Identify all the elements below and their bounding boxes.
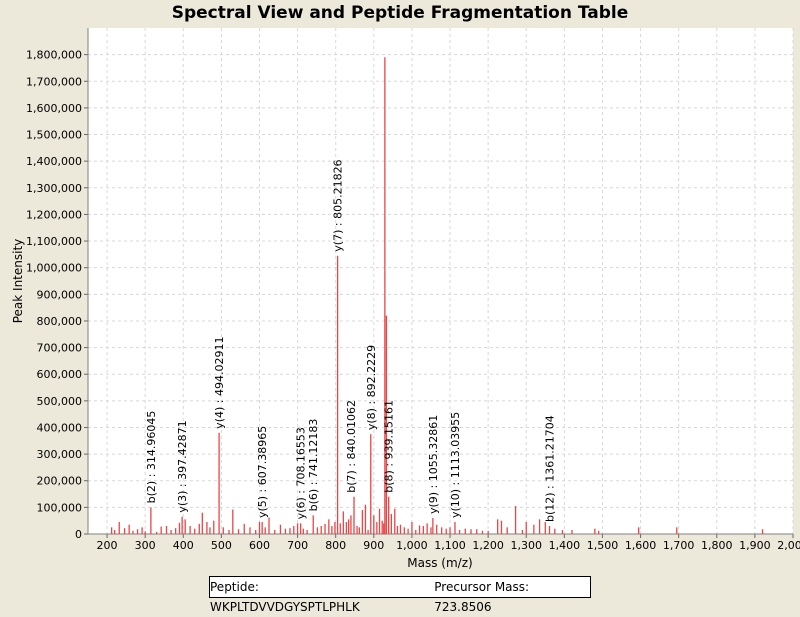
y-tick-label: 1,600,000	[26, 102, 82, 115]
x-tick-label: 600	[249, 539, 270, 552]
y-tick-label: 1,200,000	[26, 208, 82, 221]
y-tick-label: 1,500,000	[26, 129, 82, 142]
chart-title: Spectral View and Peptide Fragmentation …	[171, 3, 629, 23]
y-tick-label: 400,000	[37, 421, 83, 434]
peak-annotation-label: y(10) : 1113.03955	[449, 412, 462, 518]
precursor-mass-label: Precursor Mass: 723.8506	[434, 580, 530, 614]
x-tick-label: 900	[363, 539, 384, 552]
x-tick-label: 1,200	[472, 539, 504, 552]
y-tick-label: 1,400,000	[26, 155, 82, 168]
x-tick-label: 1,600	[625, 539, 657, 552]
peak-annotation-label: b(6) : 741.12183	[307, 419, 320, 512]
y-tick-label: 1,100,000	[26, 235, 82, 248]
y-tick-label: 1,700,000	[26, 75, 82, 88]
peak-annotation-label: y(6) : 708.16553	[295, 427, 308, 519]
peak-annotation-label: y(5) : 607.38965	[256, 426, 269, 518]
x-tick-label: 1,900	[739, 539, 771, 552]
y-tick-label: 800,000	[37, 315, 83, 328]
y-tick-label: 100,000	[37, 501, 83, 514]
x-tick-label: 1,700	[663, 539, 695, 552]
x-tick-label: 700	[287, 539, 308, 552]
peak-annotation-label: b(7) : 840.01062	[345, 400, 358, 493]
y-axis-label: Peak Intensity	[11, 239, 25, 324]
x-tick-label: 800	[325, 539, 346, 552]
peak-annotations: b(2) : 314.96045 y(3) : 397.42871 y(4) : 4…	[145, 159, 557, 522]
x-tick-label: 1,100	[434, 539, 466, 552]
peptide-label: Peptide: WKPLTDVVDGYSPTLPHLK	[210, 580, 360, 614]
peak-bars	[110, 57, 764, 534]
x-tick-label: 2,000	[777, 539, 800, 552]
plot-area[interactable]	[88, 28, 793, 534]
axes: 0 100,000 200,000 300,000 400,000 500,000 600,…	[26, 28, 800, 552]
y-tick-label: 0	[75, 528, 82, 541]
peak-annotation-label: y(9) : 1055.32861	[427, 415, 440, 514]
x-tick-label: 1,000	[396, 539, 428, 552]
y-tick-label: 1,800,000	[26, 49, 82, 62]
grid-lines	[88, 28, 794, 534]
x-tick-label: 1,400	[549, 539, 581, 552]
x-tick-label: 300	[135, 539, 156, 552]
peak-annotation-label: y(3) : 397.42871	[176, 420, 189, 512]
peak-annotation-label: y(8) : 892.2229	[365, 345, 378, 430]
peptide-info-box: Peptide: WKPLTDVVDGYSPTLPHLK Precursor M…	[209, 576, 591, 614]
y-tick-label: 900,000	[37, 288, 83, 301]
y-tick-label: 600,000	[37, 368, 83, 381]
x-tick-label: 200	[97, 539, 118, 552]
x-axis-label: Mass (m/z)	[407, 556, 472, 570]
y-tick-label: 300,000	[37, 448, 83, 461]
y-tick-label: 700,000	[37, 342, 83, 355]
peak-annotation-label: b(12) : 1361.21704	[543, 415, 556, 522]
peak-annotation-label: y(4) : 494.02911	[213, 337, 226, 429]
x-tick-label: 400	[173, 539, 194, 552]
x-tick-label: 1,800	[701, 539, 733, 552]
x-tick-label: 1,500	[587, 539, 619, 552]
spectrum-chart[interactable]: 0 100,000 200,000 300,000 400,000 500,000 600,…	[0, 0, 800, 600]
x-tick-label: 500	[211, 539, 232, 552]
peak-annotation-label: y(7) : 805.21826	[332, 159, 345, 251]
y-tick-label: 1,000,000	[26, 262, 82, 275]
x-tick-label: 1,300	[510, 539, 542, 552]
y-tick-label: 200,000	[37, 475, 83, 488]
peak-annotation-label: b(8) : 939.15161	[383, 400, 396, 493]
y-tick-label: 1,300,000	[26, 182, 82, 195]
peak-annotation-label: b(2) : 314.96045	[145, 411, 158, 504]
y-tick-label: 500,000	[37, 395, 83, 408]
